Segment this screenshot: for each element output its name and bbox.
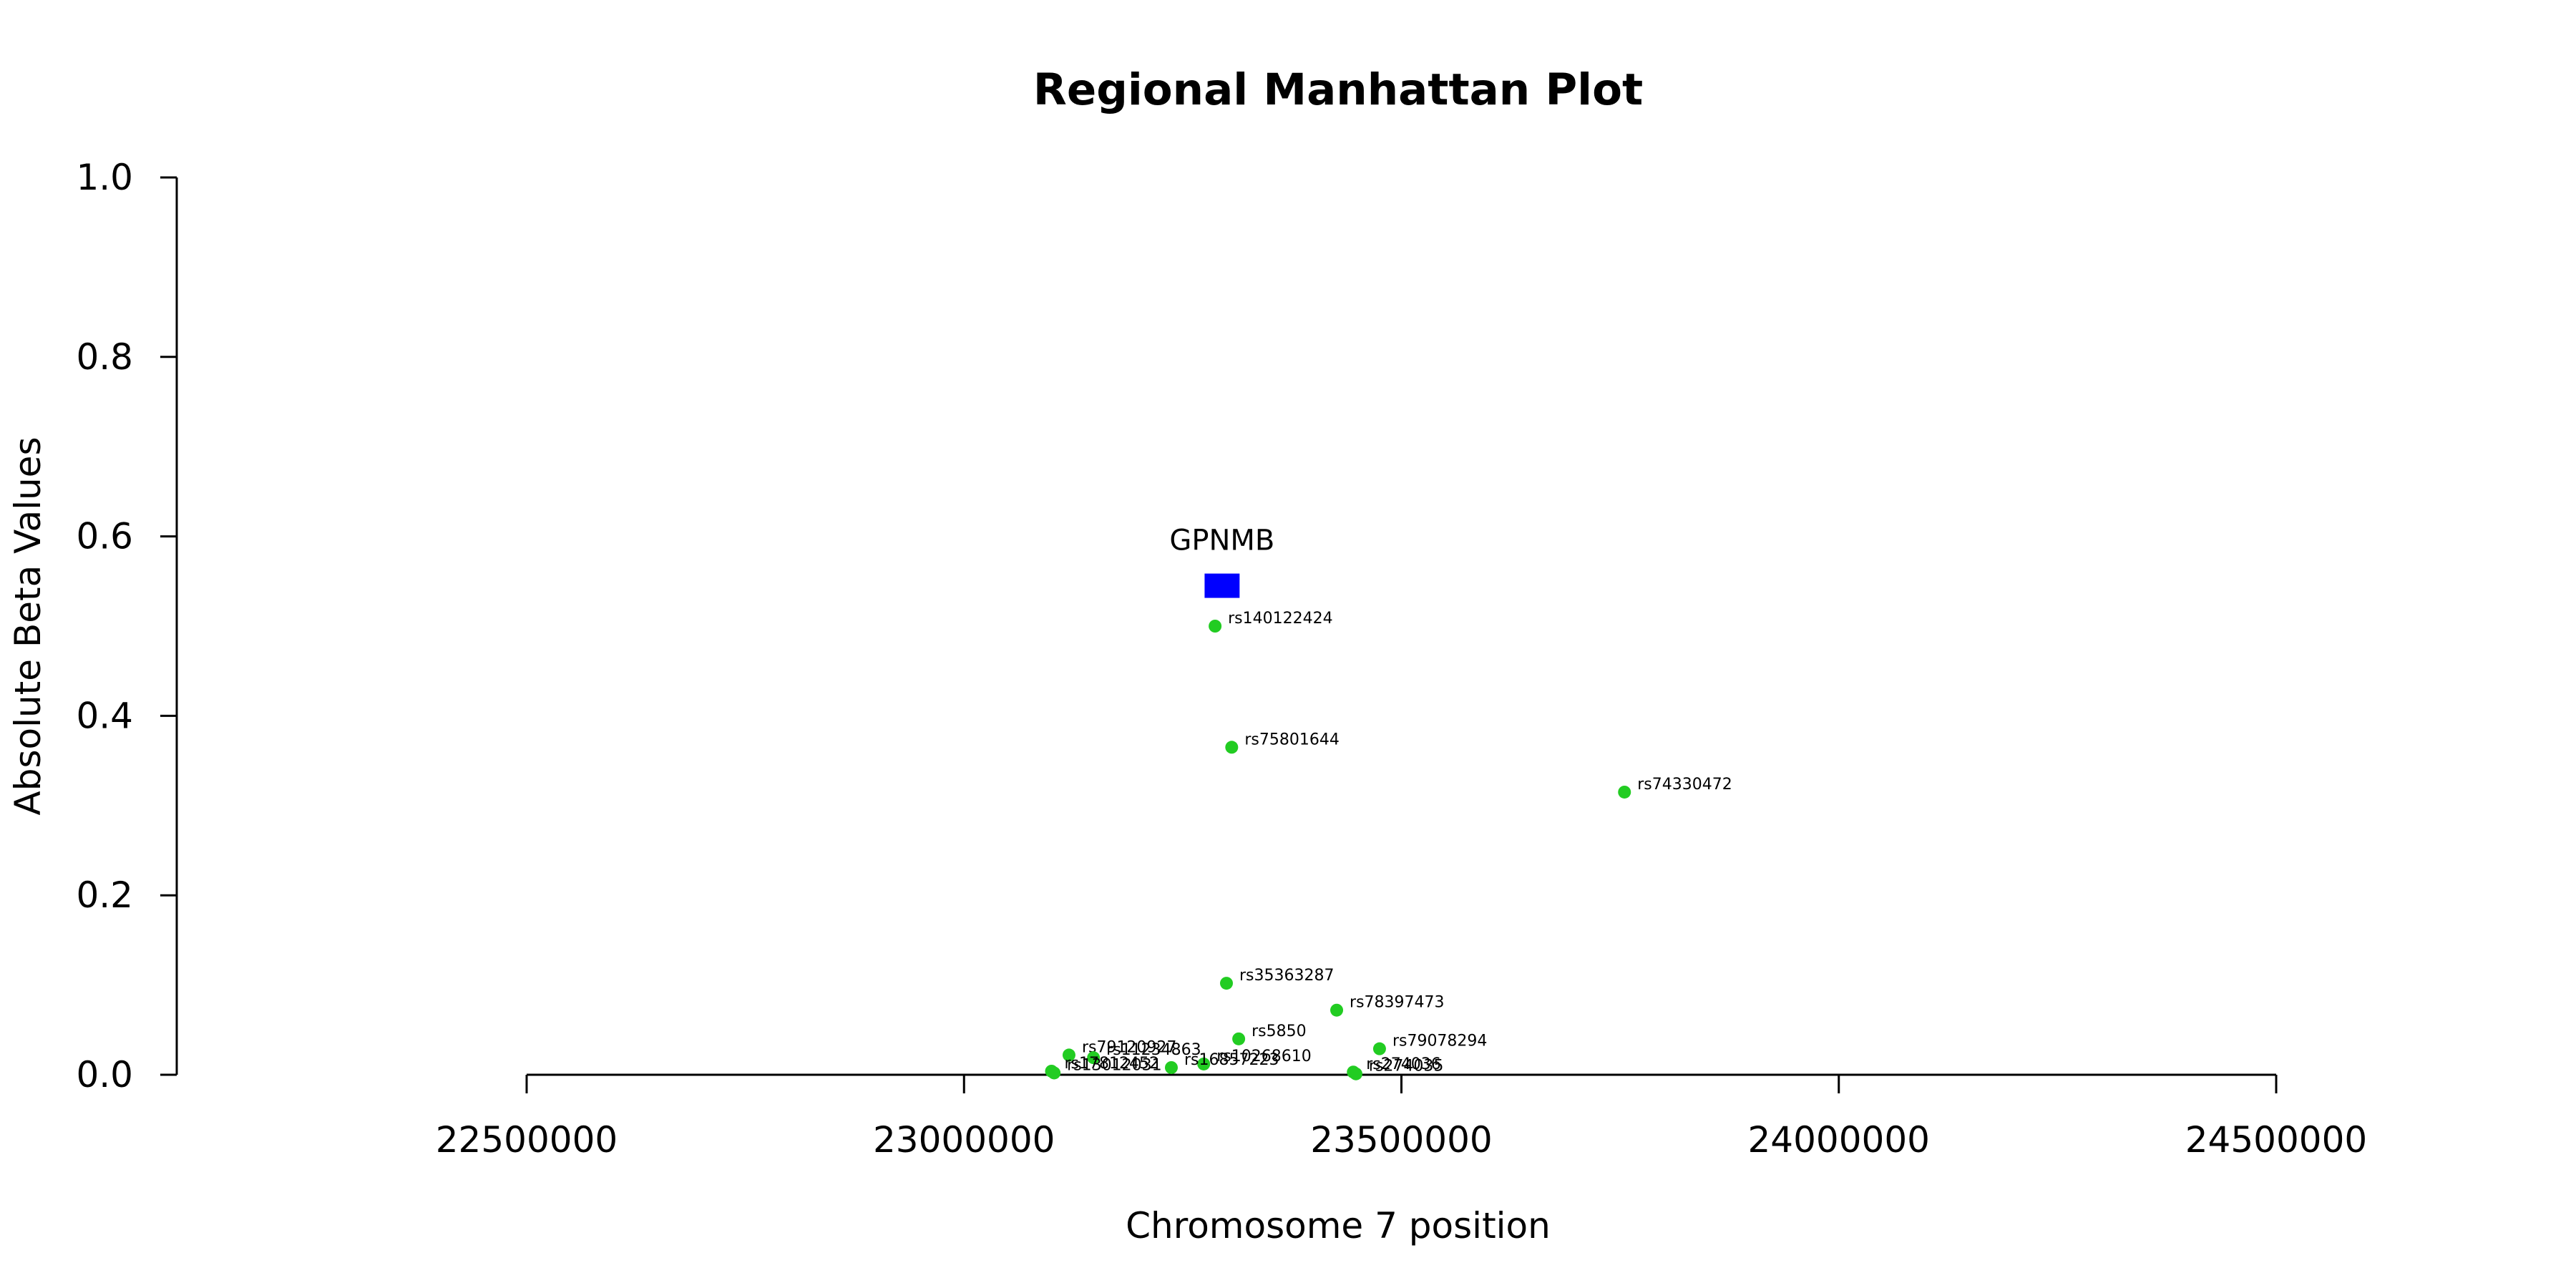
x-tick-label: 23000000 xyxy=(873,1119,1055,1161)
y-tick-label: 1.0 xyxy=(76,157,133,198)
snp-point xyxy=(1048,1066,1061,1080)
snp-label: rs74330472 xyxy=(1637,776,1732,794)
x-axis-label: Chromosome 7 position xyxy=(1126,1205,1551,1246)
snp-label: rs75801644 xyxy=(1244,731,1339,748)
snp-label: rs78397473 xyxy=(1350,994,1444,1012)
x-tick-label: 24000000 xyxy=(1748,1119,1931,1161)
snp-point xyxy=(1220,977,1233,990)
snp-label: rs5850 xyxy=(1252,1023,1307,1040)
snp-label: rs79078294 xyxy=(1392,1033,1487,1050)
gene-track: GPNMB xyxy=(1169,525,1274,598)
snp-label: rs17812452 xyxy=(1065,1055,1159,1073)
y-tick-label: 0.4 xyxy=(76,695,133,736)
snp-point xyxy=(1062,1048,1075,1062)
snp-point xyxy=(1164,1060,1178,1074)
snp-label: rs140122424 xyxy=(1228,610,1332,628)
y-axis-ticks: 0.0 0.2 0.4 0.6 0.8 1.0 xyxy=(76,157,177,1096)
y-tick-label: 0.6 xyxy=(76,516,133,557)
chart-title: Regional Manhattan Plot xyxy=(1033,64,1643,115)
snp-label: rs35363287 xyxy=(1239,967,1334,985)
x-tick-label: 22500000 xyxy=(436,1119,618,1161)
snp-label: rs10268610 xyxy=(1216,1048,1311,1065)
y-tick-label: 0.8 xyxy=(76,336,133,378)
snp-point xyxy=(1372,1042,1386,1055)
snp-point xyxy=(1087,1051,1101,1065)
snp-point xyxy=(1225,741,1239,754)
snp-label: rs274036 xyxy=(1366,1055,1441,1073)
snp-label: rs13012031 xyxy=(1067,1056,1161,1074)
snp-point xyxy=(1232,1032,1246,1045)
snp-point xyxy=(1349,1067,1362,1080)
y-tick-label: 0.2 xyxy=(76,874,133,916)
snp-point xyxy=(1197,1057,1211,1070)
snp-point xyxy=(1618,785,1631,799)
y-tick-label: 0.0 xyxy=(76,1054,133,1096)
x-tick-label: 24500000 xyxy=(2185,1119,2368,1161)
gene-label: GPNMB xyxy=(1169,525,1274,557)
gene-box xyxy=(1204,573,1240,598)
snp-points: rs140122424 rs75801644 rs74330472 rs3536328… xyxy=(1045,610,1732,1080)
snp-label: rs274035 xyxy=(1369,1058,1444,1075)
snp-label: rs11234863 xyxy=(1106,1041,1201,1059)
snp-label: rs16857223 xyxy=(1184,1051,1279,1069)
x-axis-ticks: 22500000 23000000 23500000 24000000 24500000 xyxy=(436,1075,2368,1161)
x-tick-label: 23500000 xyxy=(1310,1119,1493,1161)
y-axis-label: Absolute Beta Values xyxy=(7,437,49,816)
snp-point xyxy=(1330,1003,1344,1017)
snp-point xyxy=(1209,620,1222,633)
